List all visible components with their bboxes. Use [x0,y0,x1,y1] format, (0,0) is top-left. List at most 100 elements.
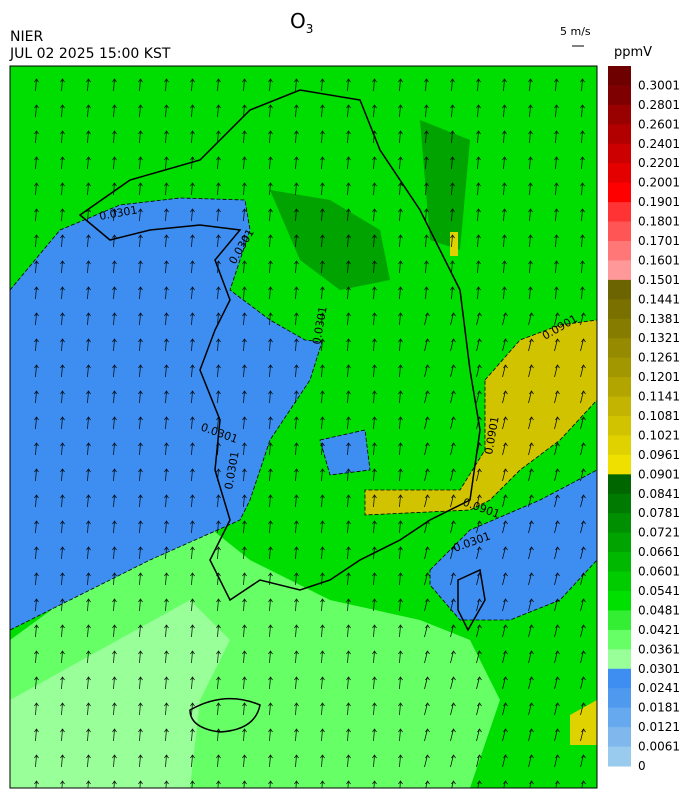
wind-arrow [269,312,271,326]
colorbar-box [608,299,631,320]
wind-arrow-head [242,338,247,343]
wind-arrow [295,754,297,768]
wind-arrow-head [398,234,403,239]
wind-arrow-head [320,338,325,343]
wind-arrow-head [555,468,560,473]
wind-arrow-head [503,494,508,499]
colorbar-box [608,357,631,378]
wind-arrow-head [138,260,143,265]
wind-arrow-head [580,78,585,83]
wind-arrow-head [398,702,403,707]
wind-arrow [424,546,428,560]
wind-arrow-head [346,78,351,83]
wind-arrow [139,468,141,482]
wind-arrow [35,702,37,716]
wind-arrow [269,546,271,560]
wind-arrow-head [502,286,507,291]
wind-arrow [61,650,63,664]
wind-arrow-head [138,572,143,577]
wind-arrow [61,754,63,768]
wind-arrow [191,624,193,638]
wind-arrow-head [581,728,586,733]
wind-arrow-head [112,468,117,473]
wind-arrow [191,416,193,430]
wind-arrow-head [60,78,65,83]
wind-arrow-head [581,598,586,603]
wind-arrow-head [320,104,325,109]
wind-arrow-head [294,546,299,551]
wind-arrow-head [503,572,508,577]
wind-arrow-head [86,624,91,629]
wind-arrow [399,234,401,248]
wind-arrow-head [216,598,221,603]
wind-arrow [269,494,271,508]
wind-arrow [269,364,271,378]
wind-arrow-head [372,338,377,343]
wind-arrow [502,624,506,638]
wind-arrow-head [164,156,169,161]
wind-arrow [87,442,89,456]
wind-arrow [295,468,297,482]
colorbar-label: 0.0841 [638,487,680,501]
wind-arrow-head [294,208,299,213]
wind-arrow-head [528,78,533,83]
wind-arrow [217,182,219,196]
wind-arrow [502,702,506,716]
wind-arrow [503,104,505,118]
wind-arrow [399,650,401,664]
wind-arrow [347,156,349,170]
wind-arrow [580,416,584,430]
wind-arrow-head [216,520,221,525]
wind-arrow [347,260,349,274]
wind-arrow [217,104,219,118]
colorbar-box [608,202,631,223]
wind-arrow-head [164,676,169,681]
wind-arrow [502,338,506,352]
wind-arrow-head [294,364,299,369]
wind-arrow-head [555,364,560,369]
wind-arrow [295,312,297,326]
wind-arrow [424,442,428,456]
wind-arrow [113,676,115,690]
wind-arrow [476,650,480,664]
wind-arrow-head [346,520,351,525]
wind-arrow-head [268,754,273,759]
wind-arrow-head [502,104,507,109]
colorbar-box [608,85,631,106]
wind-arrow [295,520,297,534]
wind-arrow-head [398,676,403,681]
wind-arrow-head [34,312,39,317]
wind-arrow [269,572,271,586]
wind-arrow-head [555,572,560,577]
wind-arrow [243,104,245,118]
wind-arrow [554,624,558,638]
wind-arrow [529,234,531,248]
wind-arrow-head [398,546,403,551]
wind-arrow [191,338,193,352]
wind-arrow [243,416,245,430]
wind-arrow [450,702,454,716]
wind-arrow [165,728,167,742]
wind-arrow-head [294,234,299,239]
wind-arrow [555,104,557,118]
vector-scale: 5 m/s [560,25,591,38]
wind-arrow [191,286,193,300]
wind-arrow [87,468,89,482]
wind-arrow [580,520,584,534]
wind-arrow-head [424,208,429,213]
wind-arrow-head [86,468,91,473]
wind-arrow [424,702,428,716]
wind-arrow-head [320,286,325,291]
wind-arrow [450,338,454,352]
wind-arrow-head [190,754,195,759]
wind-arrow [217,546,219,560]
wind-arrow-head [86,390,91,395]
datetime: JUL 02 2025 15:00 KST [9,46,171,62]
wind-arrow [425,234,427,248]
wind-arrow-head [398,598,403,603]
wind-arrow-head [34,520,39,525]
wind-arrow-head [216,260,221,265]
wind-arrow-head [320,494,325,499]
wind-arrow-head [164,364,169,369]
